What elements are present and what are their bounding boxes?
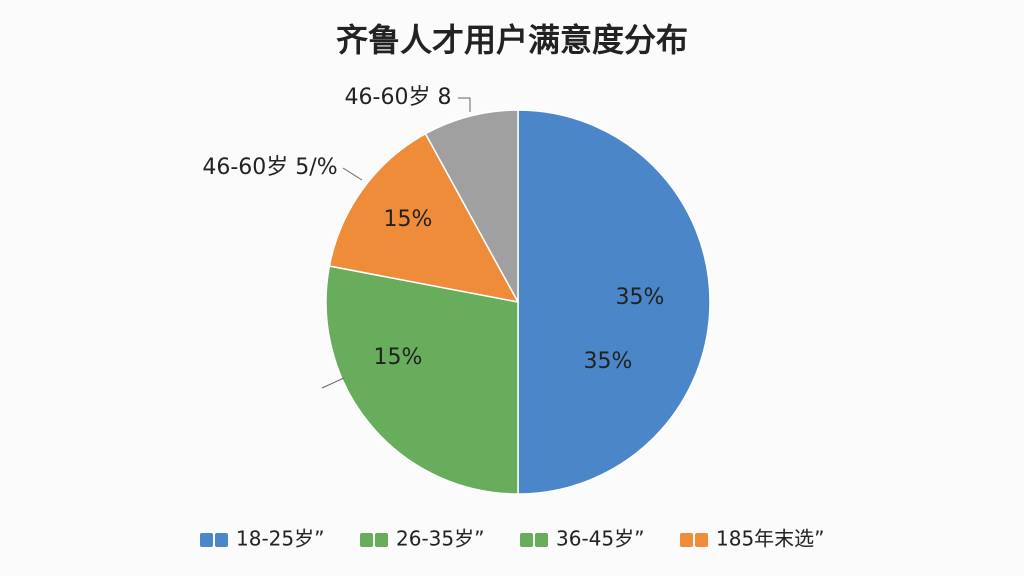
pie-slice [328,132,520,304]
legend-label: 36-45岁” [556,527,644,551]
legend-swatch [535,533,548,547]
annotation: 46-60岁 5/% [202,155,337,180]
legend-swatch [695,533,708,547]
pie-slice [424,109,519,303]
annotation: 35% [584,349,633,374]
legend-label: 26-35岁” [396,527,484,551]
annotation: 15% [384,207,433,232]
legend-swatch [680,533,693,547]
legend-swatch [200,533,213,547]
pie-slice [325,265,519,495]
legend-swatch [520,533,533,547]
annotation: 15% [374,345,423,370]
leader-line [458,97,471,112]
legend-swatch [375,533,388,547]
annotation: 35% [616,285,665,310]
chart-title: 齐鲁人才用户满意度分布 [336,21,688,59]
leader-line [321,377,345,389]
legend-swatch [360,533,373,547]
legend-label: 185年末选” [716,527,825,551]
pie-slice [517,109,711,495]
leader-line [342,167,363,181]
legend-label: 18-25岁” [236,527,324,551]
legend-swatch [215,533,228,547]
annotation: 46-60岁 8 [345,85,452,110]
